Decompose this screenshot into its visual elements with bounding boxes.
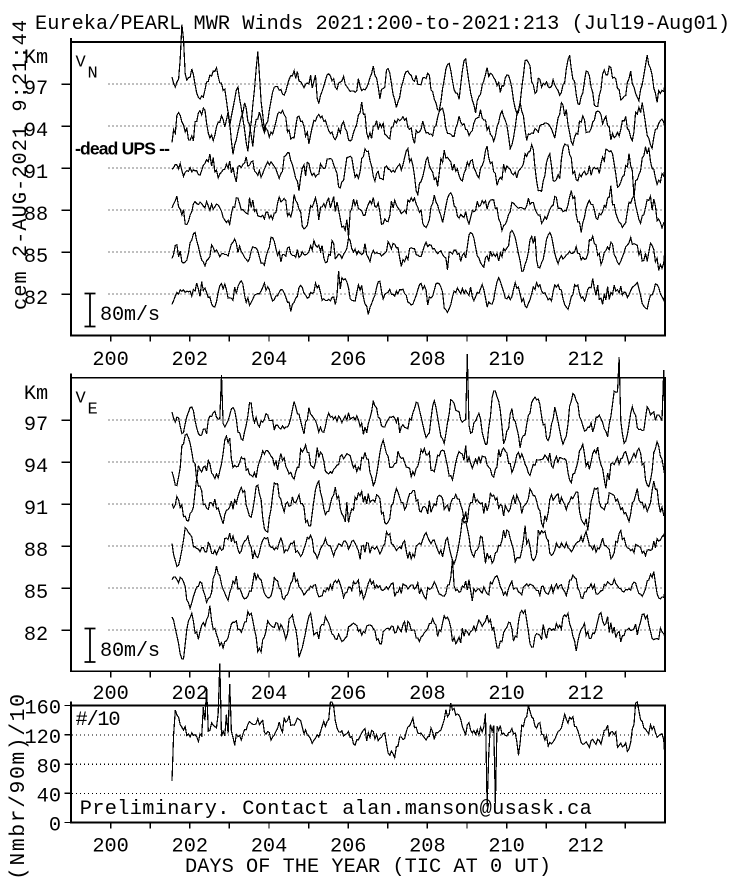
svg-text:208: 208 [409,349,446,372]
svg-text:E: E [88,400,98,419]
svg-text:#/10: #/10 [76,709,121,732]
svg-text:94: 94 [24,456,48,479]
svg-text:212: 212 [568,349,605,372]
svg-text:206: 206 [330,683,367,706]
svg-text:cem 2-AUG-2021 9:21:44: cem 2-AUG-2021 9:21:44 [10,20,33,310]
svg-text:Km: Km [24,383,48,406]
svg-text:200: 200 [92,683,129,706]
svg-text:91: 91 [24,498,48,521]
svg-text:Preliminary. Contact alan.mans: Preliminary. Contact alan.manson@usask.c… [80,798,592,821]
svg-text:160: 160 [24,698,61,721]
svg-text:80m/s: 80m/s [100,304,160,327]
svg-text:200: 200 [92,835,129,858]
svg-text:N: N [88,65,98,84]
svg-text:97: 97 [24,78,48,101]
svg-text:91: 91 [24,162,48,185]
svg-text:88: 88 [24,204,48,227]
svg-text:206: 206 [330,835,367,858]
svg-text:208: 208 [409,683,446,706]
svg-text:80: 80 [37,756,61,779]
svg-text:202: 202 [172,683,209,706]
svg-text:-dead UPS --: -dead UPS -- [75,139,170,159]
svg-text:88: 88 [24,540,48,563]
svg-text:120: 120 [24,727,61,750]
svg-text:202: 202 [172,349,209,372]
svg-text:(Nmbr/90m)/10: (Nmbr/90m)/10 [7,694,31,877]
svg-text:200: 200 [92,349,129,372]
svg-text:82: 82 [24,624,48,647]
svg-text:94: 94 [24,120,48,143]
svg-text:210: 210 [488,349,525,372]
svg-text:204: 204 [251,349,288,372]
svg-text:V: V [76,389,87,408]
svg-text:Eureka/PEARL MWR Winds 2021:20: Eureka/PEARL MWR Winds 2021:200-to-2021:… [35,13,730,36]
svg-text:82: 82 [24,288,48,311]
svg-text:210: 210 [488,835,525,858]
svg-text:206: 206 [330,349,367,372]
svg-text:208: 208 [409,835,446,858]
svg-text:204: 204 [251,835,288,858]
svg-text:210: 210 [488,683,525,706]
svg-text:Km: Km [24,47,48,70]
svg-text:DAYS OF THE YEAR (TIC AT 0 UT): DAYS OF THE YEAR (TIC AT 0 UT) [185,856,551,877]
svg-text:40: 40 [37,786,61,809]
svg-text:97: 97 [24,414,48,437]
svg-text:80m/s: 80m/s [100,640,160,663]
svg-text:0: 0 [49,815,61,838]
svg-text:212: 212 [568,835,605,858]
svg-text:85: 85 [24,582,48,605]
svg-text:212: 212 [568,683,605,706]
svg-text:204: 204 [251,683,288,706]
svg-text:V: V [76,54,87,73]
svg-text:202: 202 [172,835,209,858]
svg-text:85: 85 [24,246,48,269]
